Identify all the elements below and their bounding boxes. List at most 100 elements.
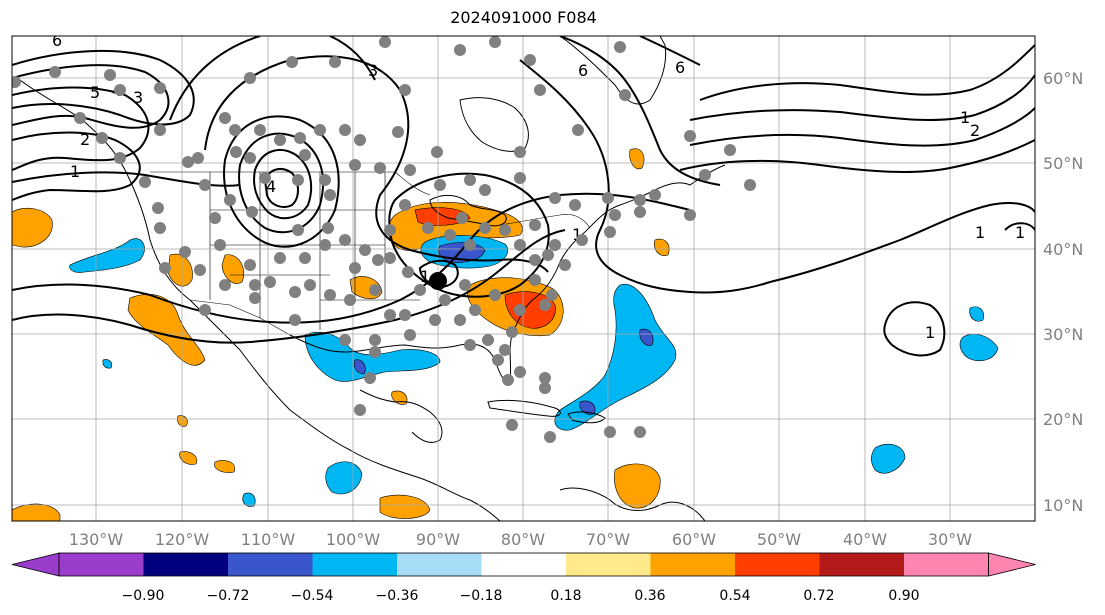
negative-anomaly-region [579,400,596,415]
station-marker [324,189,336,201]
colorbar-segment [819,553,904,576]
colorbar-segment [312,553,397,576]
station-marker [274,252,286,264]
station-marker [576,234,588,246]
contour-line [12,49,195,126]
station-marker [369,334,381,346]
contour-lines [12,36,1035,357]
station-marker [546,289,558,301]
contour-line [689,107,1035,147]
station-marker [506,326,518,338]
negative-anomaly-region [639,328,654,346]
contour-label: 6 [52,31,62,50]
negative-anomaly-region [959,333,999,361]
station-marker [602,192,614,204]
colorbar-frame [58,552,989,577]
colorbar [11,552,1036,577]
station-marker [619,89,631,101]
station-marker [404,164,416,176]
station-marker [439,294,451,306]
station-marker [699,169,711,181]
station-marker [529,219,541,231]
contour-line [679,139,1035,173]
station-marker [259,172,271,184]
station-marker [539,299,551,311]
station-marker [492,354,504,366]
colorbar-extend-max [988,552,1036,577]
station-marker [634,206,646,218]
station-marker [319,174,331,186]
station-marker [634,426,646,438]
station-marker [209,212,221,224]
station-marker [422,222,434,234]
station-marker [544,431,556,443]
contour-label: 6 [675,58,685,77]
station-marker [539,382,551,394]
station-marker [572,124,584,136]
station-marker [649,189,661,201]
contour-label: 1 [925,323,935,342]
station-marker [469,304,481,316]
station-marker [379,36,391,48]
station-marker [349,262,361,274]
station-marker [314,124,326,136]
colorbar-segment [904,553,989,576]
lon-label: 50°W [757,530,801,549]
station-marker [354,134,366,146]
contour-line [12,86,150,171]
station-marker [339,234,351,246]
contour-line [769,202,1035,283]
yucatan-coast [359,389,443,443]
contour-line [689,74,1035,121]
station-marker [402,266,414,278]
positive-anomaly-region [177,415,188,427]
station-marker [359,244,371,256]
colorbar-tick-label: 0.72 [803,588,834,604]
lon-label: 100°W [326,530,381,549]
station-marker [192,152,204,164]
map-frame [11,35,1036,522]
us-canada-border [150,171,591,229]
station-marker [292,174,304,186]
station-marker [354,404,366,416]
station-marker [549,192,561,204]
station-marker [364,372,376,384]
station-marker [529,254,541,266]
colorbar-tick-label: −0.18 [460,588,503,604]
negative-anomaly-region [353,359,366,375]
map-title: 2024091000 F084 [450,8,597,27]
station-marker [529,274,541,286]
station-marker [249,279,261,291]
station-marker [399,199,411,211]
station-marker [489,36,501,48]
station-marker [344,294,356,306]
positive-anomaly-region [221,254,245,284]
station-marker [292,224,304,236]
contour-labels: 6 5 4 3 2 1 3 6 6 4 2 1 1 1 1 1 1 [52,31,1025,342]
contour-line [388,172,550,298]
contour-line [418,259,459,289]
lat-label: 20°N [1043,410,1083,429]
station-marker [49,66,61,78]
station-marker [506,419,518,431]
greenland [559,36,667,105]
positive-anomaly-region [127,294,206,366]
central-america [469,499,501,521]
contour-line [169,36,261,121]
station-marker [152,202,164,214]
colorbar-segment [566,553,651,576]
station-marker [514,146,526,158]
station-marker [154,222,166,234]
contour-line [12,229,566,344]
station-markers [12,36,756,443]
colorbar-segment [650,553,735,576]
station-marker [230,146,242,158]
positive-anomaly-region [12,207,53,248]
lon-label: 130°W [69,530,124,549]
negative-anomaly-region [69,238,145,273]
great-lakes [429,194,507,227]
station-marker [199,304,211,316]
station-marker [684,209,696,221]
lon-label: 60°W [672,530,716,549]
station-marker [299,252,311,264]
